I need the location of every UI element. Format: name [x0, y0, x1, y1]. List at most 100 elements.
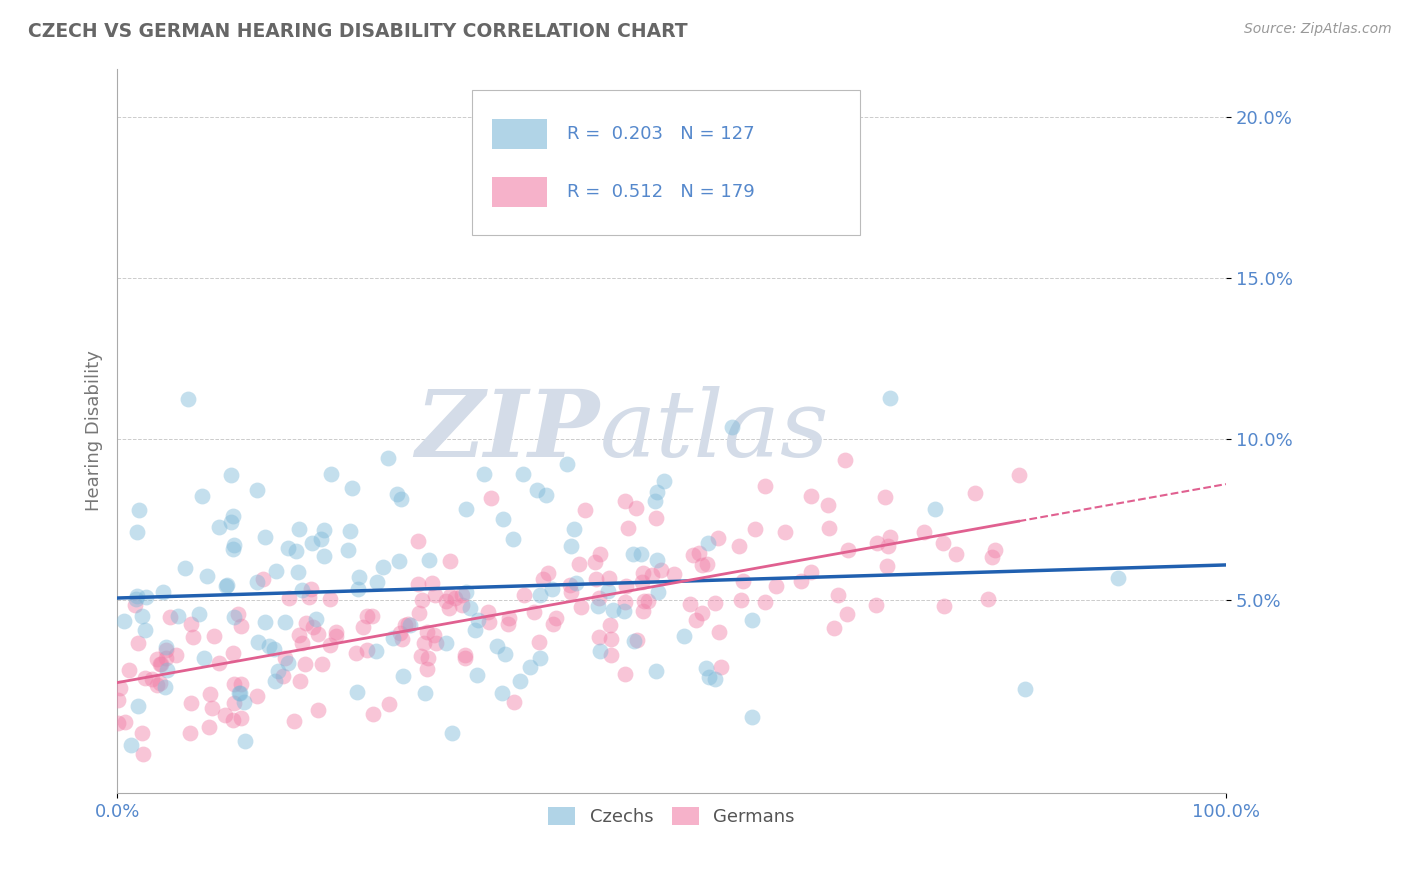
Point: [215, 578, 238, 592]
Point: [347, 570, 370, 584]
Point: [252, 572, 274, 586]
Point: [454, 648, 477, 662]
Point: [529, 588, 551, 602]
Point: [307, 627, 329, 641]
Point: [492, 511, 515, 525]
Point: [423, 628, 446, 642]
Point: [224, 697, 246, 711]
Point: [231, 677, 253, 691]
Point: [983, 542, 1005, 557]
Legend: Czechs, Germans: Czechs, Germans: [540, 797, 804, 835]
Point: [647, 552, 669, 566]
Point: [301, 620, 323, 634]
Point: [202, 628, 225, 642]
Text: ZIP: ZIP: [415, 386, 599, 476]
Point: [274, 615, 297, 629]
Point: [502, 533, 524, 547]
Point: [727, 539, 749, 553]
Point: [413, 636, 436, 650]
Point: [425, 636, 447, 650]
Point: [180, 617, 202, 632]
Point: [678, 597, 700, 611]
Point: [704, 673, 727, 687]
Point: [214, 707, 236, 722]
Point: [208, 520, 231, 534]
Point: [232, 695, 254, 709]
Point: [562, 522, 585, 536]
Point: [423, 588, 446, 602]
Point: [531, 572, 554, 586]
Point: [271, 669, 294, 683]
Point: [614, 666, 637, 681]
Point: [318, 638, 340, 652]
Point: [685, 613, 707, 627]
Point: [222, 538, 245, 552]
Point: [149, 657, 172, 672]
Point: [1007, 467, 1029, 482]
Point: [631, 566, 654, 581]
Point: [197, 720, 219, 734]
Point: [613, 493, 636, 508]
Point: [125, 525, 148, 540]
Point: [589, 547, 612, 561]
Point: [132, 747, 155, 761]
Point: [229, 711, 252, 725]
Point: [560, 585, 582, 599]
Point: [288, 627, 311, 641]
Point: [377, 450, 399, 465]
Point: [450, 588, 472, 602]
Point: [977, 592, 1000, 607]
Point: [267, 664, 290, 678]
Text: CZECH VS GERMAN HEARING DISABILITY CORRELATION CHART: CZECH VS GERMAN HEARING DISABILITY CORRE…: [28, 22, 688, 41]
Point: [662, 567, 685, 582]
Point: [295, 615, 318, 630]
Point: [818, 521, 841, 535]
Point: [181, 630, 204, 644]
Point: [391, 632, 413, 646]
Point: [574, 503, 596, 517]
Point: [568, 558, 591, 572]
Point: [254, 615, 277, 629]
Point: [585, 572, 607, 586]
Point: [464, 623, 486, 637]
Point: [790, 574, 813, 589]
Point: [652, 474, 675, 488]
FancyBboxPatch shape: [492, 119, 547, 149]
Point: [730, 593, 752, 607]
Point: [583, 555, 606, 569]
Point: [226, 607, 249, 621]
Point: [124, 591, 146, 606]
Point: [498, 616, 520, 631]
Point: [408, 607, 430, 621]
Point: [411, 592, 433, 607]
Point: [440, 725, 463, 739]
Point: [263, 673, 285, 688]
Point: [141, 673, 163, 687]
Point: [630, 547, 652, 561]
Point: [418, 552, 440, 566]
Point: [298, 590, 321, 604]
Point: [346, 685, 368, 699]
Point: [305, 612, 328, 626]
Point: [707, 531, 730, 545]
Point: [456, 584, 478, 599]
Point: [688, 546, 710, 560]
Point: [145, 678, 167, 692]
Point: [541, 616, 564, 631]
Point: [219, 468, 242, 483]
Point: [744, 522, 766, 536]
Point: [945, 548, 967, 562]
Point: [311, 657, 333, 671]
Point: [166, 609, 188, 624]
Point: [873, 490, 896, 504]
Point: [135, 590, 157, 604]
Point: [444, 591, 467, 605]
Point: [512, 467, 534, 481]
Point: [413, 686, 436, 700]
Point: [108, 681, 131, 695]
Point: [319, 591, 342, 606]
Point: [614, 595, 637, 609]
Point: [644, 664, 666, 678]
Point: [222, 508, 245, 523]
Point: [827, 588, 849, 602]
